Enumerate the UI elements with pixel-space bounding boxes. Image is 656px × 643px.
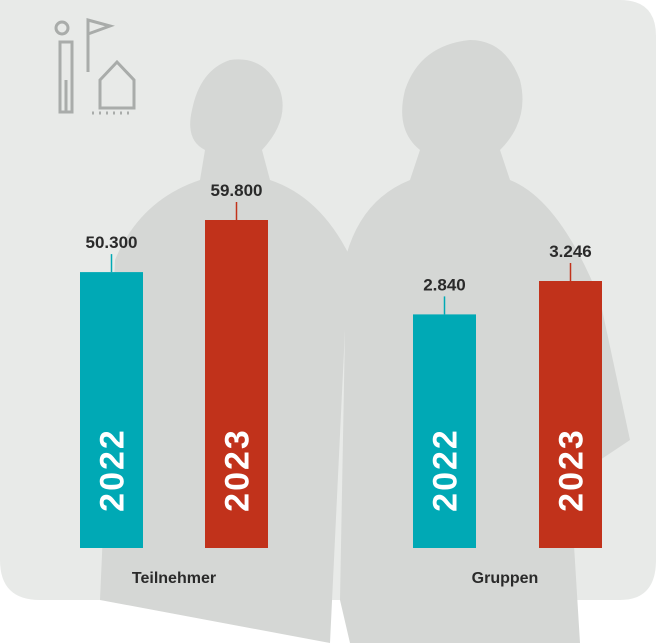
- value-label: 50.300: [86, 233, 138, 252]
- year-label: 2023: [219, 428, 257, 512]
- year-label: 2023: [553, 428, 591, 512]
- value-label: 59.800: [211, 181, 263, 200]
- year-label: 2022: [94, 428, 132, 512]
- x-label: Gruppen: [472, 570, 539, 587]
- value-label: 3.246: [549, 242, 592, 261]
- year-label: 2022: [427, 428, 465, 512]
- x-label: Teilnehmer: [132, 570, 216, 587]
- value-label: 2.840: [423, 275, 466, 294]
- infographic: 50.300 2022 59.800 2023 Teilnehmer 2.840 2022 3…: [0, 0, 656, 643]
